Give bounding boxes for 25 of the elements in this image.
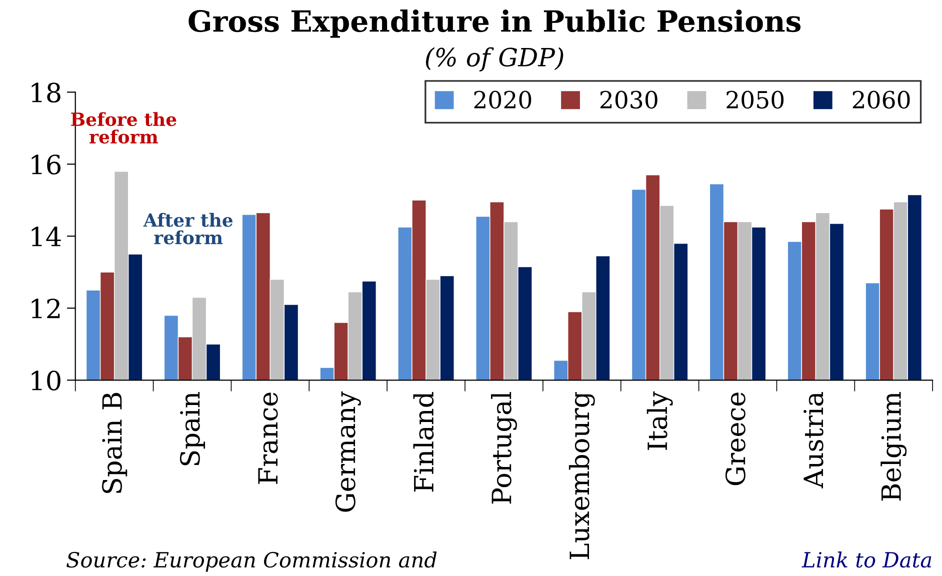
y-tick-label: 16 [32, 154, 61, 175]
legend-label: 2030 [600, 90, 658, 109]
x-tick-label: Finland [413, 392, 434, 492]
x-tick-label: Austria [804, 392, 824, 488]
legend-label: 2050 [726, 90, 784, 109]
y-tick-label: 14 [32, 226, 61, 246]
annotation: After the reform [143, 212, 233, 244]
legend-label: 2020 [474, 90, 532, 109]
x-tick-label: Spain B [102, 392, 128, 493]
y-tick-label: 12 [32, 298, 60, 318]
x-tick-label: Belgium [880, 392, 907, 501]
x-tick-label: Portugal [491, 392, 517, 504]
text: Link to Data [802, 552, 932, 568]
chart-title: Gross Expenditure in Public Pensions [188, 10, 800, 38]
x-tick-label: Greece [725, 392, 746, 486]
x-tick-label: Luxembourg [568, 392, 595, 560]
x-tick-label: Italy [646, 391, 673, 450]
x-tick-label: Germany [335, 391, 361, 512]
x-tick-label: France [258, 392, 278, 484]
y-tick-label: 10 [32, 370, 60, 391]
legend-label: 2060 [852, 90, 910, 109]
y-tick-label: 18 [32, 82, 60, 103]
x-tick-label: Spain [180, 392, 206, 466]
source-note: Source: European Commission and [66, 552, 437, 572]
chart-subtitle: (% of GDP) [426, 47, 564, 72]
